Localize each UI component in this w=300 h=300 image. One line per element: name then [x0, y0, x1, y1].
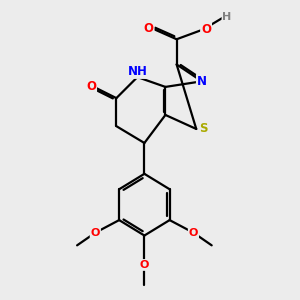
- Text: H: H: [223, 12, 232, 22]
- Text: O: O: [201, 23, 211, 36]
- Text: NH: NH: [128, 65, 147, 78]
- Text: O: O: [144, 22, 154, 34]
- Text: N: N: [197, 75, 207, 88]
- Text: O: O: [86, 80, 96, 93]
- Text: O: O: [189, 228, 198, 238]
- Text: S: S: [199, 122, 208, 136]
- Text: O: O: [91, 228, 100, 238]
- Text: O: O: [140, 260, 149, 270]
